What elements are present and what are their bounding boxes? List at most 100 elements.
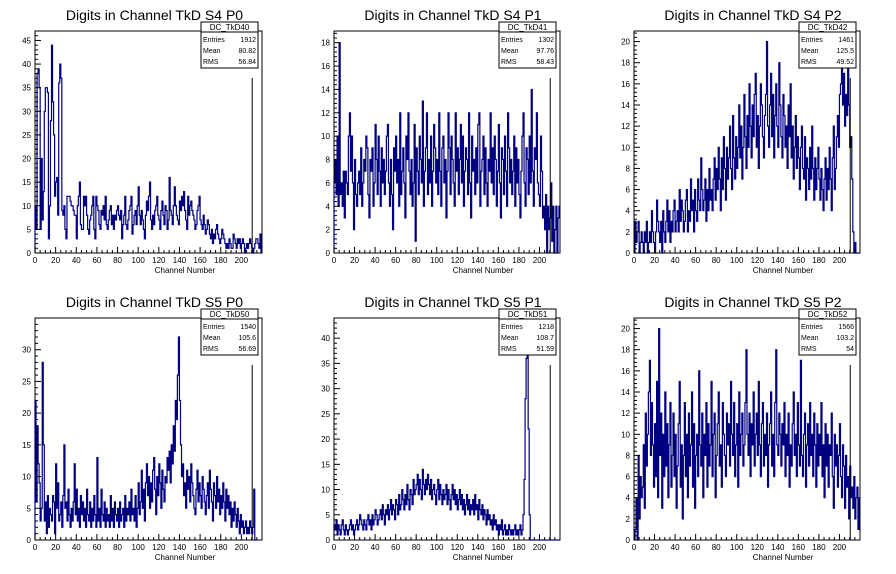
x-tick-label: 160 [792, 256, 806, 265]
stats-box-frame [498, 308, 557, 356]
y-tick-label: 5 [326, 511, 331, 520]
y-tick-label: 18 [321, 39, 330, 48]
x-axis-label: Channel Number [753, 266, 814, 275]
stats-rms: 58.43 [536, 59, 554, 66]
y-tick-label: 0 [326, 249, 331, 258]
x-tick-label: 80 [113, 256, 122, 265]
x-axis-label: Channel Number [453, 266, 514, 275]
y-tick-label: 5 [27, 225, 32, 234]
y-tick-label: 2 [626, 515, 631, 524]
x-tick-label: 160 [193, 543, 207, 552]
x-tick-label: 160 [492, 256, 506, 265]
stats-name: DC_TkD50 [210, 310, 250, 319]
x-tick-label: 100 [132, 543, 146, 552]
stats-name: DC_TkD41 [508, 23, 548, 32]
stats-box: DC_TkD51 Entries 1218 Mean 108.7 RMS 51.59 [498, 308, 557, 356]
y-tick-label: 12 [621, 409, 630, 418]
y-tick-label: 8 [626, 164, 631, 173]
stats-box: DC_TkD52 Entries 1566 Mean 103.2 RMS 54 [798, 308, 857, 356]
histogram-series [634, 327, 860, 541]
stats-entries: 1302 [538, 37, 554, 44]
y-tick-label: 0 [27, 249, 32, 258]
stats-rms: 54 [846, 346, 854, 353]
x-tick-label: 120 [451, 543, 465, 552]
y-tick-label: 8 [626, 451, 631, 460]
stats-box: DC_TkD42 Entries 1461 Mean 125.5 RMS 49.52 [798, 21, 857, 69]
stats-box-frame [798, 308, 857, 356]
x-tick-label: 0 [33, 256, 38, 265]
y-tick-label: 25 [321, 410, 330, 419]
stats-entries: 1218 [538, 324, 554, 331]
y-tick-label: 25 [22, 131, 31, 140]
y-tick-label: 20 [22, 155, 31, 164]
stats-box-frame [498, 21, 557, 69]
y-tick-label: 45 [22, 36, 31, 45]
stats-label: Mean [501, 48, 519, 55]
x-tick-label: 40 [371, 256, 380, 265]
histogram-panel: Digits in Channel TkD S5 P20 20 40 60 80 100 1… [621, 294, 861, 562]
x-tick-label: 120 [451, 256, 465, 265]
stats-label: Mean [203, 48, 221, 55]
x-tick-label: 140 [771, 256, 785, 265]
stats-mean: 80.82 [238, 48, 256, 55]
x-tick-label: 160 [492, 543, 506, 552]
stats-label: Mean [203, 335, 221, 342]
y-tick-label: 0 [326, 536, 331, 545]
x-axis-label: Channel Number [453, 553, 514, 562]
y-tick-label: 20 [22, 409, 31, 418]
x-tick-label: 20 [350, 543, 359, 552]
histogram-panel: Digits in Channel TkD S4 P20 20 40 60 80 100 1… [621, 7, 861, 275]
stats-mean: 125.5 [836, 48, 854, 55]
y-tick-label: 30 [321, 385, 330, 394]
y-tick-label: 30 [22, 346, 31, 355]
y-tick-label: 35 [321, 359, 330, 368]
y-tick-label: 20 [321, 435, 330, 444]
x-tick-label: 60 [691, 256, 700, 265]
stats-rms: 51.59 [536, 346, 554, 353]
x-tick-label: 160 [193, 256, 207, 265]
x-axis-label: Channel Number [753, 553, 814, 562]
stats-mean: 108.7 [536, 335, 554, 342]
x-tick-label: 180 [512, 256, 526, 265]
y-tick-label: 40 [321, 334, 330, 343]
y-tick-label: 15 [22, 441, 31, 450]
y-tick-label: 20 [621, 38, 630, 47]
histogram-panel: Digits in Channel TkD S4 P10 20 40 60 80 100 1… [321, 7, 561, 275]
stats-label: Mean [801, 335, 819, 342]
stats-mean: 97.76 [536, 48, 554, 55]
histogram-series [34, 44, 262, 254]
y-tick-label: 10 [22, 202, 31, 211]
chart-title: Digits in Channel TkD S5 P0 [66, 294, 243, 310]
x-tick-label: 80 [113, 543, 122, 552]
stats-label: Entries [801, 37, 823, 44]
y-tick-label: 4 [626, 207, 631, 216]
stats-box-frame [200, 21, 259, 69]
x-tick-label: 0 [332, 543, 337, 552]
chart-title: Digits in Channel TkD S5 P1 [364, 294, 541, 310]
x-tick-label: 40 [671, 256, 680, 265]
x-tick-label: 60 [391, 543, 400, 552]
x-tick-label: 40 [72, 256, 81, 265]
stats-label: RMS [203, 59, 219, 66]
y-tick-label: 5 [27, 504, 32, 513]
x-tick-label: 60 [391, 256, 400, 265]
x-tick-label: 140 [471, 543, 485, 552]
x-tick-label: 180 [214, 543, 228, 552]
x-tick-label: 120 [152, 256, 166, 265]
histogram-series [634, 40, 860, 254]
y-tick-label: 14 [621, 101, 630, 110]
stats-name: DC_TkD42 [808, 23, 848, 32]
stats-label: Entries [501, 37, 523, 44]
stats-entries: 1461 [838, 37, 854, 44]
stats-rms: 56.69 [238, 346, 256, 353]
y-tick-label: 6 [626, 186, 631, 195]
chart-title: Digits in Channel TkD S5 P2 [664, 294, 841, 310]
chart-title: Digits in Channel TkD S4 P2 [664, 7, 841, 23]
stats-name: DC_TkD40 [210, 23, 250, 32]
x-tick-label: 0 [33, 543, 38, 552]
y-tick-label: 10 [621, 143, 630, 152]
histogram-panel: Digits in Channel TkD S5 P00 20 40 60 80 100 1… [22, 294, 263, 562]
x-tick-label: 60 [92, 256, 101, 265]
y-tick-label: 6 [626, 473, 631, 482]
